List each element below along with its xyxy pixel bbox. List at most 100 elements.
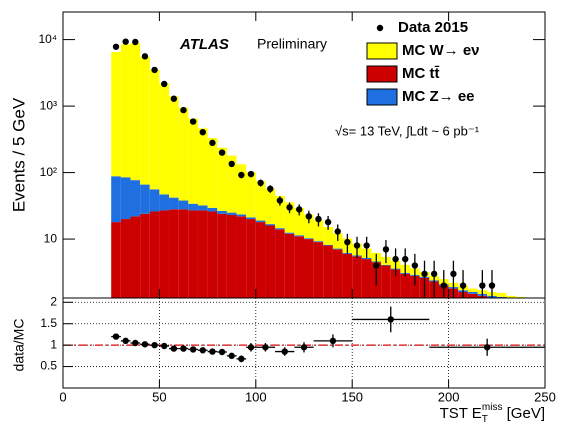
- data-point: [334, 228, 341, 235]
- legend-label: MC W→ eν: [402, 42, 480, 59]
- data-point: [459, 282, 467, 289]
- histogram-bar: [120, 177, 131, 220]
- histogram-bar: [236, 216, 247, 298]
- data-point: [411, 262, 419, 269]
- histogram-bar: [516, 296, 526, 298]
- histogram-bar: [111, 222, 121, 298]
- data-point: [199, 128, 206, 136]
- histogram-bar: [120, 44, 131, 178]
- histogram-bar: [159, 83, 170, 195]
- histogram-bar: [255, 220, 266, 223]
- histogram-bar: [265, 225, 276, 298]
- histogram-bar: [313, 220, 324, 242]
- histogram-bar: [294, 235, 304, 237]
- legend-label: MC Z→ ee: [402, 88, 475, 105]
- data-point: [440, 282, 447, 289]
- y-tick-label: 10²: [40, 165, 57, 179]
- legend-label: MC tt̄: [402, 65, 440, 82]
- y-tick-label: 2: [50, 294, 57, 308]
- ratio-point: [483, 344, 491, 351]
- histogram-bar: [506, 295, 517, 298]
- histogram-bar: [188, 118, 198, 204]
- ratio-point: [300, 344, 308, 351]
- y-tick-label: 0.5: [40, 359, 57, 373]
- ratio-point: [228, 352, 235, 360]
- histogram-bar: [197, 205, 208, 211]
- histogram-bar: [236, 214, 247, 217]
- histogram-bar: [188, 210, 198, 298]
- data-point: [488, 282, 496, 289]
- ratio-point: [170, 345, 178, 352]
- histogram-bar: [130, 43, 141, 181]
- histogram-bar: [246, 217, 256, 220]
- data-point: [286, 204, 293, 211]
- x-tick-label: 250: [534, 389, 556, 404]
- data-point: [122, 38, 129, 45]
- histogram-bar: [275, 229, 285, 298]
- ratio-point: [387, 316, 394, 323]
- histogram-bar: [140, 184, 150, 214]
- ratio-point: [209, 348, 216, 355]
- histogram-bar: [120, 219, 131, 298]
- histogram-bar: [342, 253, 353, 298]
- histogram-bar: [313, 242, 324, 298]
- histogram-bar: [332, 248, 343, 250]
- data-point: [267, 185, 274, 193]
- ratio-point: [329, 337, 337, 345]
- histogram-bar: [178, 200, 189, 210]
- data-point: [295, 206, 303, 213]
- x-tick-label: 100: [245, 389, 267, 404]
- data-point: [132, 38, 139, 46]
- histogram-bar: [284, 232, 295, 234]
- ratio-point: [199, 347, 206, 354]
- histogram-bar: [149, 69, 160, 190]
- legend-marker: [376, 24, 384, 32]
- data-point: [141, 53, 149, 60]
- histogram-bar: [400, 273, 411, 298]
- ratio-point: [189, 346, 197, 353]
- histogram-bar: [467, 288, 478, 293]
- ratio-point: [151, 341, 158, 349]
- histogram-bar: [226, 212, 237, 216]
- data-point: [402, 255, 409, 263]
- histogram-bar: [284, 233, 295, 298]
- histogram-bar: [381, 265, 391, 298]
- data-point: [209, 139, 216, 147]
- histogram-bar: [169, 197, 179, 210]
- main-plot: [111, 38, 526, 298]
- histogram-bar: [111, 176, 121, 223]
- histogram-bar: [294, 236, 304, 298]
- y-tick-label: 1: [50, 337, 57, 351]
- y-tick-label: 10⁴: [38, 32, 57, 46]
- histogram-bar: [255, 222, 266, 298]
- status-label: Preliminary: [257, 36, 327, 52]
- ratio-point: [262, 344, 269, 351]
- histogram-bar: [207, 207, 218, 212]
- y-tick-label: 10³: [40, 98, 57, 112]
- y-axis-label: Events / 5 GeV: [9, 97, 28, 212]
- ratio-y-axis-label: data/MC: [11, 319, 27, 372]
- histogram-bar: [236, 164, 247, 215]
- histogram-bar: [265, 224, 276, 226]
- ratio-point: [112, 333, 120, 340]
- data-point: [392, 255, 399, 263]
- histogram-bar: [467, 292, 478, 294]
- data-point: [353, 242, 361, 249]
- data-point: [421, 270, 428, 278]
- ratio-point: [122, 337, 129, 345]
- histogram-bar: [197, 128, 208, 206]
- data-point: [450, 270, 457, 278]
- ratio-point: [238, 355, 245, 363]
- data-point: [382, 246, 390, 253]
- histogram-bar: [265, 188, 276, 225]
- histogram-bar: [207, 211, 218, 298]
- frame: [62, 297, 546, 389]
- histogram-bar: [197, 210, 208, 298]
- data-point: [189, 118, 197, 125]
- x-axis-label: TST ETmiss [GeV]: [440, 402, 545, 425]
- histogram-bar: [304, 239, 314, 298]
- data-point: [218, 149, 226, 156]
- x-tick-label: 0: [59, 389, 66, 404]
